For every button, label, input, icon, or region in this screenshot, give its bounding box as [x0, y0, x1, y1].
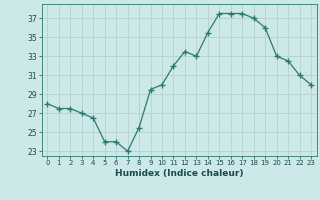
X-axis label: Humidex (Indice chaleur): Humidex (Indice chaleur): [115, 169, 244, 178]
